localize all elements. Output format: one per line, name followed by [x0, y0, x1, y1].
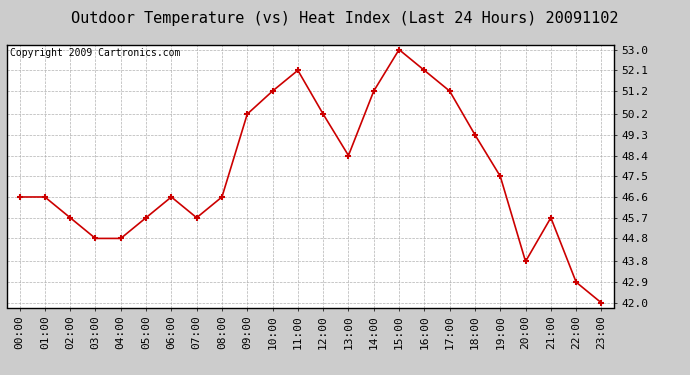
Text: Copyright 2009 Cartronics.com: Copyright 2009 Cartronics.com [10, 48, 180, 58]
Text: Outdoor Temperature (vs) Heat Index (Last 24 Hours) 20091102: Outdoor Temperature (vs) Heat Index (Las… [71, 11, 619, 26]
